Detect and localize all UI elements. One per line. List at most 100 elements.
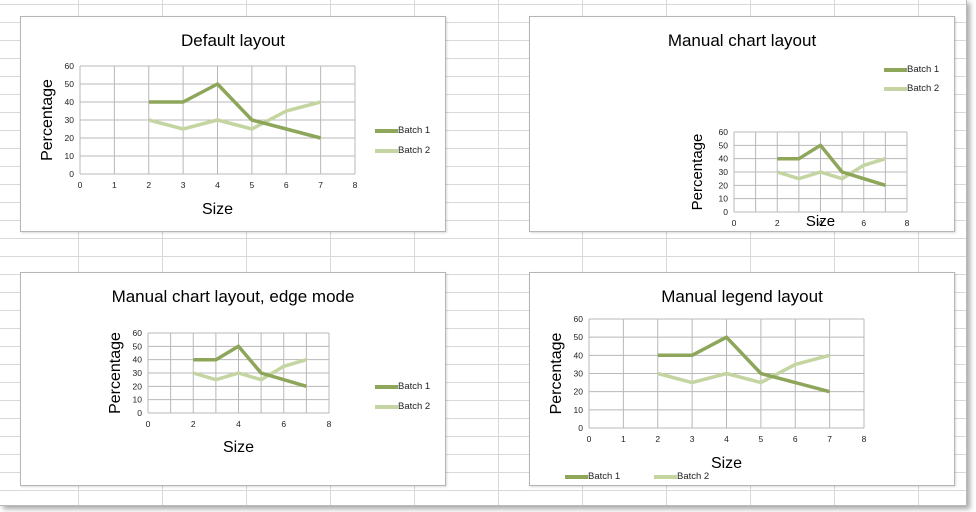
y-axis-title: Percentage [107, 332, 124, 414]
legend-swatch-batch-2 [375, 405, 398, 409]
x-tick-label: 1 [112, 180, 117, 190]
x-tick-label: 2 [775, 218, 780, 228]
x-tick-label: 8 [862, 434, 867, 444]
y-axis-title: Percentage [689, 134, 706, 211]
x-tick-label: 6 [861, 218, 866, 228]
x-tick-label: 8 [327, 419, 332, 429]
x-tick-label: 0 [587, 434, 592, 444]
x-tick-label: 2 [655, 434, 660, 444]
y-tick-label: 20 [133, 381, 143, 391]
chart-title: Manual legend layout [661, 287, 823, 306]
chart-manual-chart-layout-edge-mode[interactable]: Manual chart layout, edge mode 0 10 20 30 40… [20, 272, 446, 486]
x-tick-label: 2 [191, 419, 196, 429]
x-tick-label: 8 [905, 218, 910, 228]
x-tick-label: 3 [181, 180, 186, 190]
legend-label: Batch 2 [398, 401, 431, 412]
y-tick-label: 50 [719, 140, 729, 150]
legend-swatch-batch-1 [375, 129, 398, 133]
y-tick-label: 40 [133, 355, 143, 365]
legend-label: Batch 2 [677, 471, 710, 482]
y-tick-label: 60 [133, 328, 143, 338]
chart-title: Manual chart layout, edge mode [111, 287, 355, 306]
series-line-batch-1 [148, 82, 322, 140]
x-tick-label: 0 [78, 180, 83, 190]
legend-label: Batch 2 [398, 145, 431, 156]
y-tick-label: 20 [574, 387, 584, 397]
y-tick-label: 10 [719, 194, 729, 204]
y-tick-label: 20 [65, 133, 75, 143]
x-tick-label: 5 [250, 180, 255, 190]
y-tick-label: 30 [574, 369, 584, 379]
x-tick-label: 3 [690, 434, 695, 444]
x-tick-label: 4 [236, 419, 241, 429]
x-axis-title: Size [806, 213, 835, 230]
y-tick-label: 0 [137, 408, 142, 418]
y-tick-label: 0 [723, 207, 728, 217]
y-tick-label: 40 [719, 154, 729, 164]
legend-swatch-batch-1 [565, 475, 588, 479]
y-tick-label: 30 [719, 167, 729, 177]
y-tick-label: 10 [133, 395, 143, 405]
x-tick-label: 6 [793, 434, 798, 444]
legend-swatch-batch-1 [375, 385, 398, 389]
x-tick-label: 7 [827, 434, 832, 444]
x-tick-label: 1 [621, 434, 626, 444]
x-tick-label: 7 [318, 180, 323, 190]
x-axis-title: Size [202, 201, 233, 218]
legend-swatch-batch-2 [884, 87, 907, 91]
series-line-batch-2 [148, 100, 322, 131]
y-tick-label: 30 [65, 115, 75, 125]
x-tick-label: 0 [732, 218, 737, 228]
x-tick-label: 2 [146, 180, 151, 190]
y-axis-title: Percentage [548, 332, 565, 414]
chart-manual-chart-layout[interactable]: Manual chart layout 0 10 20 30 40 50 60 0 2 4 6 8 Si… [529, 16, 955, 232]
series-line-batch-1 [777, 143, 886, 187]
y-tick-label: 50 [65, 79, 75, 89]
x-tick-label: 8 [353, 180, 358, 190]
legend-label: Batch 1 [398, 381, 431, 392]
x-tick-label: 4 [818, 218, 823, 228]
x-tick-label: 4 [215, 180, 220, 190]
spreadsheet-grid: Default layout 0 10 20 30 40 50 60 0 1 2 3 4 5 6 7 8 Siz… [0, 0, 967, 506]
y-tick-label: 40 [574, 350, 584, 360]
chart-title: Manual chart layout [667, 31, 817, 50]
y-tick-label: 0 [578, 423, 583, 433]
x-axis-title: Size [223, 439, 254, 456]
x-tick-label: 4 [724, 434, 729, 444]
y-tick-label: 60 [719, 127, 729, 137]
chart-plot: 0 10 20 30 40 50 60 0 2 4 6 8 Size Percentage [107, 328, 332, 456]
y-tick-label: 20 [719, 180, 729, 190]
chart-plot: 0 10 20 30 40 50 60 0 1 2 3 4 5 6 7 8 Size Percentage [39, 61, 358, 218]
legend-swatch-batch-2 [654, 475, 677, 479]
y-tick-label: 40 [65, 97, 75, 107]
y-tick-label: 50 [574, 332, 584, 342]
series-line-batch-2 [192, 358, 307, 382]
x-tick-label: 6 [281, 419, 286, 429]
legend-swatch-batch-1 [884, 68, 907, 72]
chart-default-layout[interactable]: Default layout 0 10 20 30 40 50 60 0 1 2 3 4 5 6 7 8 Siz… [20, 16, 446, 232]
legend-label: Batch 1 [588, 471, 621, 482]
series-line-batch-1 [657, 335, 831, 394]
chart-plot: 0 10 20 30 40 50 60 0 1 2 3 4 5 6 7 8 Size Percentage [548, 314, 867, 472]
series-line-batch-2 [657, 353, 831, 385]
x-tick-label: 5 [759, 434, 764, 444]
y-tick-label: 10 [574, 405, 584, 415]
x-tick-label: 6 [284, 180, 289, 190]
legend-label: Batch 1 [907, 64, 940, 75]
chart-plot: 0 10 20 30 40 50 60 0 2 4 6 8 Size Percentage [689, 127, 910, 230]
series-line-batch-2 [776, 157, 886, 181]
y-tick-label: 50 [133, 341, 143, 351]
chart-manual-legend-layout[interactable]: Manual legend layout 0 10 20 30 40 50 60 0 1 2 3 4 5… [529, 272, 955, 486]
x-axis-title: Size [711, 455, 742, 472]
legend-label: Batch 2 [907, 83, 940, 94]
x-tick-label: 0 [146, 419, 151, 429]
chart-title: Default layout [181, 31, 285, 50]
y-tick-label: 30 [133, 368, 143, 378]
y-tick-label: 10 [65, 151, 75, 161]
y-tick-label: 0 [69, 169, 74, 179]
legend-swatch-batch-2 [375, 149, 398, 153]
y-axis-title: Percentage [39, 79, 56, 161]
legend-label: Batch 1 [398, 125, 431, 136]
y-tick-label: 60 [65, 61, 75, 71]
series-line-batch-1 [193, 344, 307, 388]
